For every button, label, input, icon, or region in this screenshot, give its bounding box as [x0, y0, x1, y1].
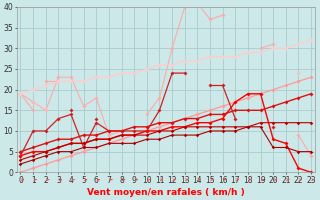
X-axis label: Vent moyen/en rafales ( km/h ): Vent moyen/en rafales ( km/h ) — [87, 188, 245, 197]
